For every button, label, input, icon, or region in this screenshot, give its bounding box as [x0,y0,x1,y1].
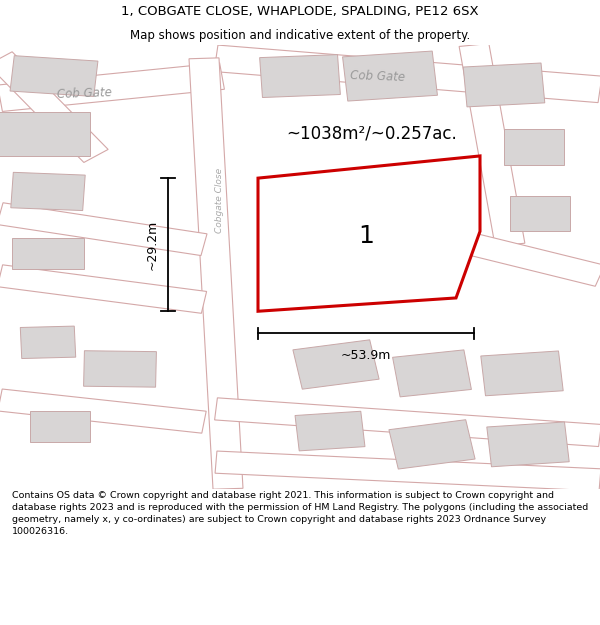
Polygon shape [10,56,98,96]
Polygon shape [0,389,206,433]
Polygon shape [295,411,365,451]
Text: Map shows position and indicative extent of the property.: Map shows position and indicative extent… [130,29,470,42]
Polygon shape [343,51,437,101]
Text: Contains OS data © Crown copyright and database right 2021. This information is : Contains OS data © Crown copyright and d… [12,491,588,536]
Polygon shape [0,52,108,162]
Polygon shape [0,63,224,111]
Polygon shape [20,326,76,359]
Polygon shape [30,411,90,442]
Polygon shape [463,63,545,107]
Polygon shape [12,238,84,269]
Text: ~53.9m: ~53.9m [341,349,391,362]
Text: ~1038m²/~0.257ac.: ~1038m²/~0.257ac. [287,125,457,142]
Polygon shape [481,351,563,396]
Polygon shape [0,111,90,156]
Polygon shape [260,54,340,98]
Polygon shape [487,422,569,467]
Text: 1: 1 [358,224,374,248]
Polygon shape [189,58,243,489]
Polygon shape [0,265,206,313]
Polygon shape [215,451,600,491]
Text: 1, COBGATE CLOSE, WHAPLODE, SPALDING, PE12 6SX: 1, COBGATE CLOSE, WHAPLODE, SPALDING, PE… [121,6,479,18]
Text: Cob Gate: Cob Gate [56,86,112,101]
Polygon shape [11,173,85,211]
Polygon shape [298,228,362,271]
Polygon shape [214,45,600,102]
Polygon shape [0,202,207,256]
Text: ~29.2m: ~29.2m [146,219,159,270]
Polygon shape [510,196,570,231]
Polygon shape [293,340,379,389]
Text: Cob Gate: Cob Gate [350,69,406,84]
Polygon shape [459,44,525,246]
Polygon shape [258,156,480,311]
Polygon shape [215,398,600,446]
Polygon shape [83,351,157,387]
Text: Cobgate Close: Cobgate Close [215,168,223,233]
Polygon shape [392,350,472,397]
Polygon shape [469,234,600,286]
Polygon shape [504,129,564,165]
Polygon shape [389,420,475,469]
